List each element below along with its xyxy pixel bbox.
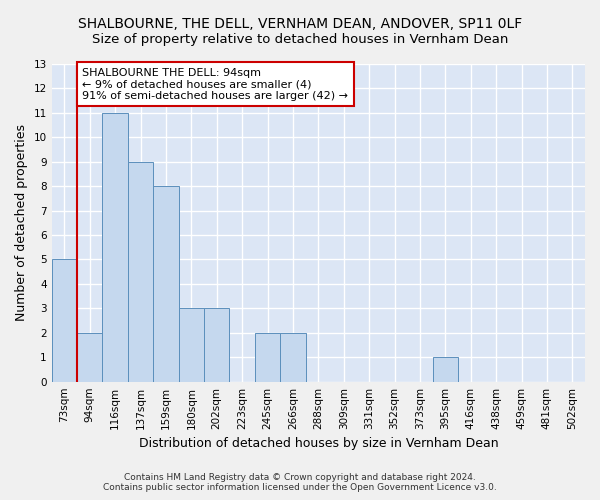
Bar: [103, 113, 128, 382]
Bar: [52, 260, 77, 382]
Bar: [153, 186, 179, 382]
X-axis label: Distribution of detached houses by size in Vernham Dean: Distribution of detached houses by size …: [139, 437, 498, 450]
Text: SHALBOURNE, THE DELL, VERNHAM DEAN, ANDOVER, SP11 0LF: SHALBOURNE, THE DELL, VERNHAM DEAN, ANDO…: [78, 18, 522, 32]
Bar: [280, 333, 305, 382]
Text: SHALBOURNE THE DELL: 94sqm
← 9% of detached houses are smaller (4)
91% of semi-d: SHALBOURNE THE DELL: 94sqm ← 9% of detac…: [82, 68, 348, 101]
Bar: [255, 333, 280, 382]
Bar: [128, 162, 153, 382]
Bar: [204, 308, 229, 382]
Bar: [433, 357, 458, 382]
Y-axis label: Number of detached properties: Number of detached properties: [15, 124, 28, 322]
Bar: [77, 333, 103, 382]
Bar: [179, 308, 204, 382]
Text: Contains HM Land Registry data © Crown copyright and database right 2024.
Contai: Contains HM Land Registry data © Crown c…: [103, 473, 497, 492]
Text: Size of property relative to detached houses in Vernham Dean: Size of property relative to detached ho…: [92, 32, 508, 46]
